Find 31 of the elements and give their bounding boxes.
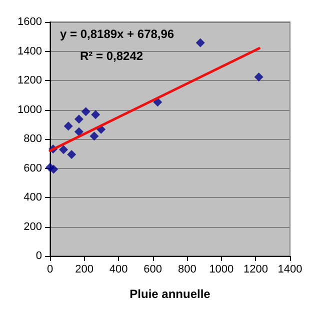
y-tick-label: 1400 <box>18 45 42 58</box>
y-tick-label: 1000 <box>18 104 42 116</box>
x-tick-label: 1400 <box>278 264 302 276</box>
point <box>49 164 58 174</box>
y-tick-label: 1200 <box>18 74 42 86</box>
x-tick-label: 200 <box>75 264 94 276</box>
x-tick-label: 400 <box>109 264 128 276</box>
y-tick-label: 1600 <box>18 16 42 28</box>
y-tick-label: 600 <box>24 162 42 174</box>
x-axis-title: Pluie annuelle <box>130 287 211 301</box>
point <box>59 145 68 154</box>
x-tick-label: 1200 <box>243 264 268 276</box>
point <box>67 150 76 160</box>
y-tick-label: 800 <box>24 133 42 145</box>
annotation: R² = 0,8242 <box>80 49 144 63</box>
y-tick-label: 400 <box>24 192 42 204</box>
x-tick-label: 800 <box>178 264 196 276</box>
point <box>64 122 73 131</box>
point <box>74 114 84 124</box>
point <box>196 38 205 48</box>
y-tick-label: 0 <box>36 250 42 262</box>
x-tick-label: 600 <box>144 264 162 276</box>
point <box>74 127 84 136</box>
point <box>91 110 100 120</box>
x-tick-label: 0 <box>46 264 54 276</box>
point <box>81 107 90 116</box>
annotation: y = 0,8189x + 678,96 <box>60 27 174 41</box>
point <box>254 72 264 82</box>
y-tick-label: 200 <box>24 220 42 233</box>
point <box>90 132 99 141</box>
x-tick-label: 1000 <box>209 264 234 276</box>
